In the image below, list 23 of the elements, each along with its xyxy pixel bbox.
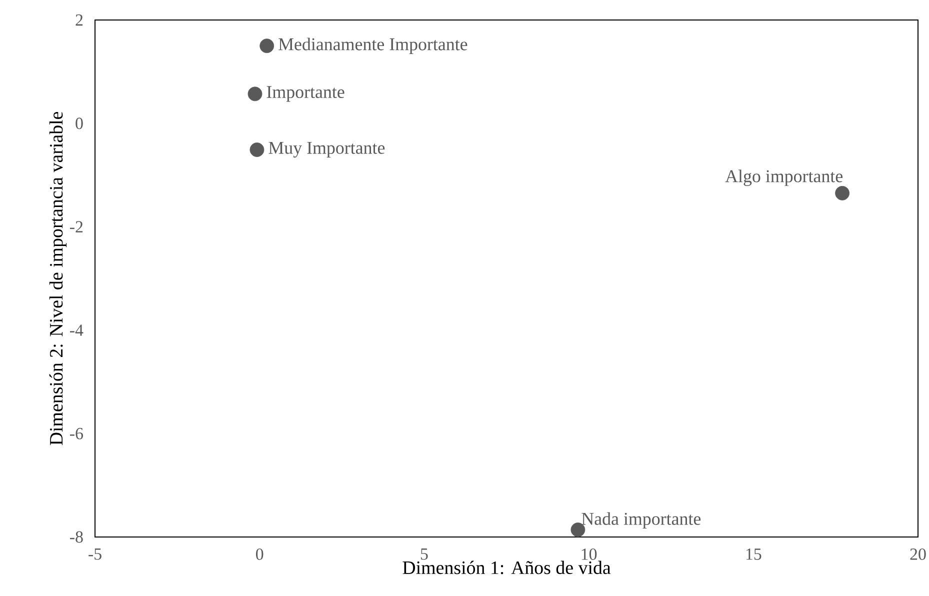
annotation: Algo importante	[725, 170, 842, 186]
point	[248, 86, 262, 102]
x-tick-label: 5	[420, 548, 428, 560]
y-tick-label: -8	[70, 531, 83, 543]
x-tick-label: 0	[256, 548, 264, 560]
y-axis-title: Dimensión 2: Nivel de importancia variable	[49, 112, 67, 446]
annotation: Muy Importante	[268, 142, 385, 158]
point	[250, 142, 264, 157]
x-tick-label: 15	[746, 548, 762, 560]
y-tick-label: -6	[70, 428, 83, 440]
y-tick-label: 0	[76, 118, 83, 130]
annotation: Nada importante	[582, 512, 701, 529]
x-axis-title: Dimensión 1: Años de vida	[402, 560, 611, 574]
y-tick-label: 2	[76, 14, 83, 26]
point	[260, 38, 274, 54]
y-tick-label: -4	[70, 324, 84, 336]
point	[835, 186, 850, 200]
x-tick-label: -5	[88, 548, 102, 560]
annotation: Importante	[266, 86, 344, 102]
x-tick-label: 10	[582, 548, 597, 560]
y-tick-label: -2	[70, 221, 83, 232]
annotation: Medianamente Importante	[278, 38, 468, 54]
x-tick-label: 20	[910, 548, 926, 560]
